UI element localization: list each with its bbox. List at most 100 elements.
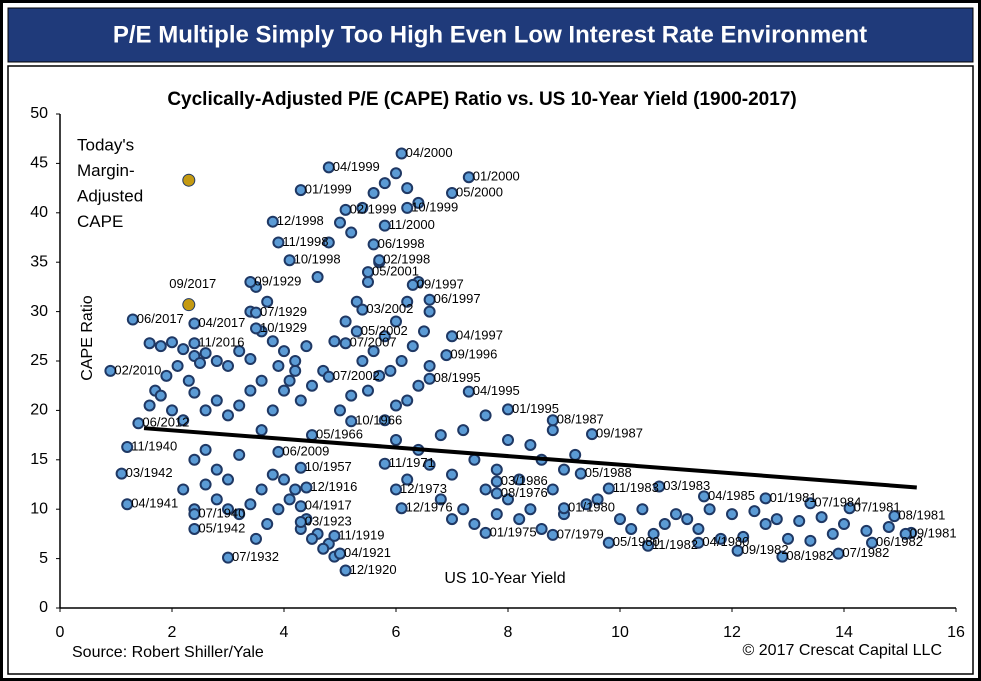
point [574,467,587,480]
y-tick-label: 15 [30,451,48,468]
point [558,463,570,476]
point [434,493,447,506]
point [826,527,839,540]
point [423,359,436,372]
source: Source: Robert Shiller/Yale [72,644,264,661]
point [350,325,363,338]
point [244,275,257,288]
point [580,498,593,511]
point [401,182,414,195]
point [126,313,139,326]
point [490,487,503,500]
point [266,215,279,228]
point [434,429,447,442]
point [188,508,201,521]
point [250,306,262,319]
x-axis-label: US 10-Year Yield [444,570,565,587]
point [625,522,638,535]
point [154,389,167,402]
point [222,503,234,516]
point [446,330,458,343]
point-label: 03/1942 [126,465,173,480]
x-tick-label: 14 [835,624,853,641]
point [328,529,341,542]
point [642,539,654,552]
point [373,369,386,382]
point [866,536,878,549]
point [367,187,380,200]
point [160,369,173,382]
point [446,187,458,200]
point [306,379,318,392]
highlight-point [182,173,196,187]
point [362,384,374,397]
point-label: 11/1940 [131,438,177,453]
point [289,483,302,496]
point [339,564,352,577]
point [602,482,615,495]
point [177,483,190,496]
y-tick-label: 0 [39,599,48,616]
point [317,542,330,555]
point [586,428,598,441]
point [177,343,190,356]
point [339,337,352,350]
header-bar [7,7,974,63]
point [222,551,234,564]
point [401,473,414,486]
point-label: 01/1981 [770,490,817,505]
point [294,516,307,529]
point [356,303,369,316]
point [759,518,772,531]
point-label: 12/1998 [277,213,324,228]
y-tick-label: 30 [30,303,48,320]
point [502,403,514,416]
point [250,322,262,335]
point-label: 06/1997 [434,291,481,306]
point-label: 04/1985 [708,488,755,503]
x-tick-label: 16 [947,624,965,641]
point [255,374,268,387]
point-label: 01/1999 [305,182,352,197]
point-label: 08/1976 [501,485,548,500]
point [250,532,262,545]
point [222,409,234,422]
point [569,448,582,461]
point-label: 07/2002 [333,368,380,383]
point [194,356,206,369]
annotation: Adjusted [77,186,143,205]
point-label: 03/1923 [305,513,352,528]
point [423,305,436,318]
point-label: 04/1917 [305,498,352,513]
point [406,340,419,353]
point [782,532,794,545]
x-tick-label: 0 [56,624,65,641]
point [300,340,313,353]
highlight-label: 09/2017 [169,276,216,291]
point-label: 05/1942 [198,520,245,535]
point-label: 10/1929 [260,320,307,335]
point [182,374,195,387]
point [390,483,402,496]
point [832,547,845,560]
point-label: 08/1995 [434,370,481,385]
point-label: 11/1971 [389,455,435,470]
point [513,473,526,486]
point-label: 04/1997 [456,328,503,343]
point [698,490,710,503]
point-label: 07/1984 [814,495,861,510]
point [272,445,285,458]
header-title: P/E Multiple Simply Too High Even Low In… [113,21,867,48]
point [188,453,201,466]
point [423,372,436,385]
point-label: 07/1929 [260,304,307,319]
point [378,330,391,343]
point [378,414,391,427]
point [546,528,559,541]
point [793,515,806,528]
point [115,467,128,480]
point-label: 04/1980 [702,534,749,549]
point [311,271,324,284]
point [502,493,514,506]
point [457,503,470,516]
